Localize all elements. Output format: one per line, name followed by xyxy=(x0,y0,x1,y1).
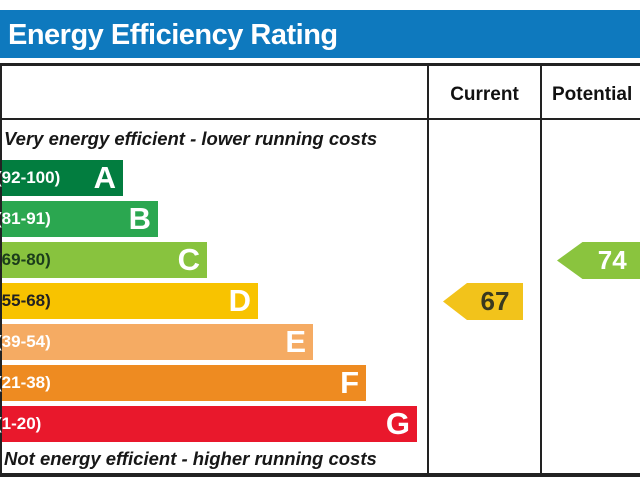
band-b: (81-91) B xyxy=(0,201,158,237)
top-efficiency-note: Very energy efficient - lower running co… xyxy=(4,128,378,149)
bottom-efficiency-note: Not energy efficient - higher running co… xyxy=(4,448,377,469)
band-d-letter: D xyxy=(228,283,251,318)
potential-rating-arrow: 74 xyxy=(557,242,640,279)
band-d: (55-68) D xyxy=(0,283,258,319)
band-g: (1-20) G xyxy=(0,406,417,442)
band-a: (92-100) A xyxy=(0,160,123,196)
current-column-header: Current xyxy=(450,84,519,105)
table-left-border xyxy=(0,63,2,477)
band-f: (21-38) F xyxy=(0,365,366,401)
band-c-letter: C xyxy=(177,242,200,277)
header-separator xyxy=(0,118,640,120)
potential-column-header: Potential xyxy=(552,84,633,105)
table-top-border xyxy=(0,63,640,66)
current-rating-value: 67 xyxy=(480,286,510,316)
potential-rating-value: 74 xyxy=(597,245,627,275)
current-rating-arrow: 67 xyxy=(443,283,523,320)
band-a-range: (92-100) xyxy=(0,168,61,187)
band-f-letter: F xyxy=(340,365,359,400)
band-b-letter: B xyxy=(128,201,151,236)
current-column-divider xyxy=(427,63,429,477)
band-c-range: (69-80) xyxy=(0,250,51,269)
band-c: (69-80) C xyxy=(0,242,207,278)
band-b-range: (81-91) xyxy=(0,209,51,228)
band-e-range: (39-54) xyxy=(0,332,51,351)
potential-column-divider xyxy=(540,63,542,477)
band-a-letter: A xyxy=(93,160,116,195)
title-banner: Energy Efficiency Rating xyxy=(0,10,640,58)
page-title: Energy Efficiency Rating xyxy=(8,19,338,51)
band-d-range: (55-68) xyxy=(0,291,51,310)
band-g-range: (1-20) xyxy=(0,414,42,433)
band-e-letter: E xyxy=(285,324,306,359)
table-bottom-border xyxy=(0,473,640,477)
band-f-range: (21-38) xyxy=(0,373,51,392)
band-e: (39-54) E xyxy=(0,324,313,360)
band-g-letter: G xyxy=(385,406,410,441)
